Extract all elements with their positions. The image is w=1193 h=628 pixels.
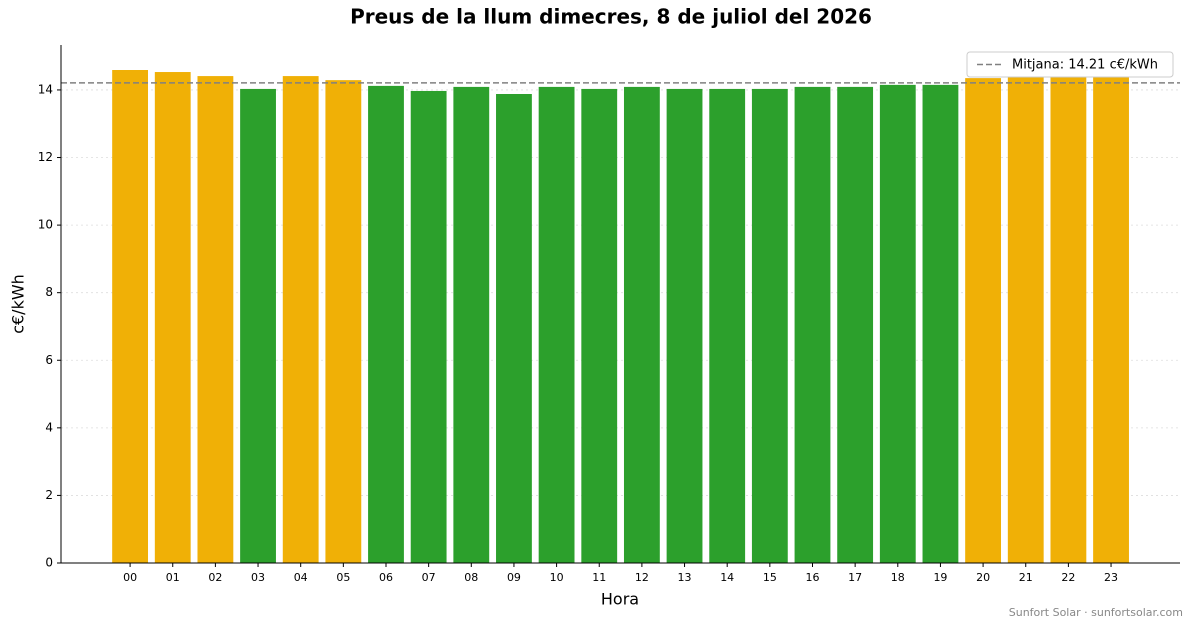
x-tick-label: 14 [720, 571, 734, 584]
x-tick-label: 08 [464, 571, 478, 584]
x-tick-label: 17 [848, 571, 862, 584]
bar [794, 86, 831, 564]
y-tick-label: 12 [38, 150, 53, 164]
bar [197, 76, 234, 563]
x-tick-label: 02 [208, 571, 222, 584]
bar [1007, 77, 1044, 563]
legend: Mitjana: 14.21 c€/kWh [966, 51, 1174, 78]
y-tick-label: 0 [45, 556, 53, 570]
chart-title: Preus de la llum dimecres, 8 de juliol d… [350, 5, 872, 29]
y-tick-label: 14 [38, 82, 53, 96]
x-tick-label: 18 [891, 571, 905, 584]
x-tick-label: 07 [422, 571, 436, 584]
bar [709, 88, 746, 563]
x-tick-label: 23 [1104, 571, 1118, 584]
bar [453, 86, 490, 564]
x-tick-label: 10 [550, 571, 564, 584]
x-tick-label: 11 [592, 571, 606, 584]
bar [368, 85, 404, 564]
y-tick-label: 10 [38, 218, 53, 232]
legend-box [966, 51, 1174, 78]
x-tick-label: 15 [763, 571, 777, 584]
x-tick-label: 19 [933, 571, 947, 584]
bar [837, 86, 874, 564]
x-tick-label: 21 [1019, 571, 1033, 584]
x-tick-label: 06 [379, 571, 393, 584]
bar [496, 93, 532, 564]
footer: Sunfort Solar · sunfortsolar.com [1009, 606, 1183, 619]
bar [965, 78, 1002, 563]
x-tick-label: 13 [678, 571, 692, 584]
bar [240, 88, 276, 563]
x-tick-label: 01 [166, 571, 180, 584]
x-tick-label: 16 [805, 571, 819, 584]
bar [154, 72, 191, 563]
bar [410, 90, 447, 563]
y-tick-label: 8 [45, 285, 53, 299]
bar [282, 76, 319, 563]
legend-label: Mitjana: 14.21 c€/kWh [1012, 58, 1158, 73]
y-tick-label: 4 [45, 420, 53, 434]
bar [879, 84, 916, 564]
x-tick-label: 00 [123, 571, 137, 584]
bar [751, 88, 788, 563]
x-tick-label: 05 [336, 571, 350, 584]
x-tick-label: 03 [251, 571, 265, 584]
bar [325, 80, 362, 564]
bar [112, 70, 149, 563]
x-tick-label: 09 [507, 571, 521, 584]
bar [538, 86, 575, 564]
y-tick-label: 2 [45, 488, 53, 502]
bar [623, 86, 660, 564]
x-tick-label: 12 [635, 571, 649, 584]
y-axis-label: c€/kWh [9, 274, 28, 334]
x-axis-label: Hora [601, 590, 639, 609]
y-tick-label: 6 [45, 353, 53, 367]
x-tick-label: 04 [294, 571, 308, 584]
bar [1093, 77, 1129, 563]
bar [666, 88, 703, 563]
bar [922, 84, 959, 564]
x-tick-label: 22 [1061, 571, 1075, 584]
bar [1050, 77, 1087, 563]
x-tick-label: 20 [976, 571, 990, 584]
bar [581, 88, 618, 563]
